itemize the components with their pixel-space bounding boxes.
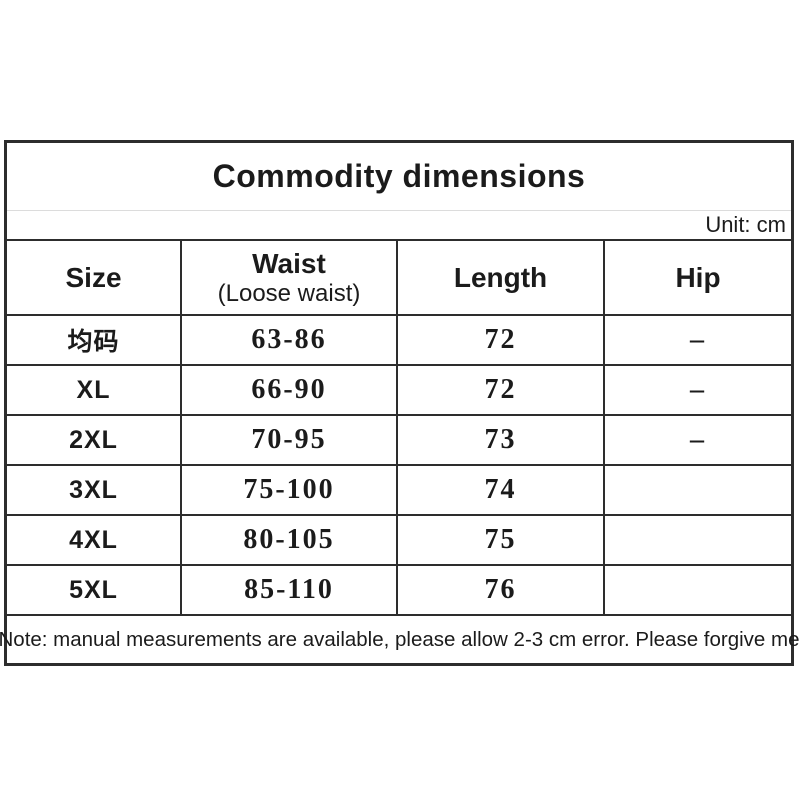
unit-label: Unit: cm — [705, 212, 786, 237]
size-value: 5XL — [69, 575, 118, 604]
waist-cell: 66-90 — [180, 366, 396, 414]
hip-cell — [603, 516, 791, 564]
table-row: 4XL 80-105 75 — [7, 514, 791, 564]
size-value: 均码 — [67, 328, 120, 356]
hip-cell: – — [603, 416, 791, 464]
size-cell: 2XL — [7, 416, 180, 464]
hip-value: – — [690, 324, 706, 355]
column-header-size: Size — [7, 241, 180, 314]
length-value: 72 — [484, 324, 517, 355]
waist-cell: 63-86 — [180, 316, 396, 364]
waist-value: 66-90 — [251, 374, 327, 405]
hip-cell: – — [603, 366, 791, 414]
length-cell: 72 — [396, 316, 603, 364]
waist-cell: 80-105 — [180, 516, 396, 564]
size-cell: 均码 — [7, 316, 180, 364]
column-header-hip: Hip — [603, 241, 791, 314]
length-cell: 76 — [396, 566, 603, 614]
length-cell: 74 — [396, 466, 603, 514]
hip-value: – — [690, 374, 706, 405]
length-cell: 73 — [396, 416, 603, 464]
size-cell: 5XL — [7, 566, 180, 614]
waist-value: 63-86 — [251, 324, 327, 355]
length-cell: 72 — [396, 366, 603, 414]
length-value: 76 — [484, 574, 517, 605]
waist-value: 85-110 — [244, 574, 334, 605]
column-header-hip-label: Hip — [675, 261, 721, 293]
waist-cell: 70-95 — [180, 416, 396, 464]
table-row: 5XL 85-110 76 — [7, 564, 791, 614]
size-value: 2XL — [69, 425, 118, 454]
size-cell: XL — [7, 366, 180, 414]
hip-cell: – — [603, 316, 791, 364]
waist-cell: 85-110 — [180, 566, 396, 614]
waist-value: 75-100 — [243, 474, 335, 505]
column-header-waist-sublabel: (Loose waist) — [217, 279, 361, 307]
table-row: XL 66-90 72 – — [7, 364, 791, 414]
waist-value: 80-105 — [243, 524, 335, 555]
waist-value: 70-95 — [251, 424, 327, 455]
column-header-length: Length — [396, 241, 603, 314]
waist-cell: 75-100 — [180, 466, 396, 514]
column-header-length-label: Length — [453, 261, 548, 293]
length-value: 73 — [484, 424, 517, 455]
note-text: Note: manual measurements are available,… — [0, 614, 800, 663]
length-cell: 75 — [396, 516, 603, 564]
table-row: 均码 63-86 72 – — [7, 314, 791, 364]
length-value: 74 — [484, 474, 517, 505]
size-chart-table: Commodity dimensions Unit: cm Size Waist… — [0, 140, 800, 666]
length-value: 72 — [484, 374, 517, 405]
size-cell: 4XL — [7, 516, 180, 564]
page-title: Commodity dimensions — [7, 143, 791, 211]
table-header-row: Size Waist (Loose waist) Length Hip — [7, 239, 791, 314]
column-header-size-label: Size — [65, 261, 122, 293]
column-header-waist: Waist (Loose waist) — [180, 241, 396, 314]
size-cell: 3XL — [7, 466, 180, 514]
table-row: 2XL 70-95 73 – — [7, 414, 791, 464]
hip-value: – — [690, 424, 706, 455]
hip-cell — [603, 566, 791, 614]
size-value: 4XL — [69, 525, 118, 554]
size-value: XL — [76, 375, 111, 404]
size-value: 3XL — [69, 475, 118, 504]
column-header-waist-label: Waist — [252, 247, 326, 279]
length-value: 75 — [484, 524, 517, 555]
table-row: 3XL 75-100 74 — [7, 464, 791, 514]
hip-cell — [603, 466, 791, 514]
